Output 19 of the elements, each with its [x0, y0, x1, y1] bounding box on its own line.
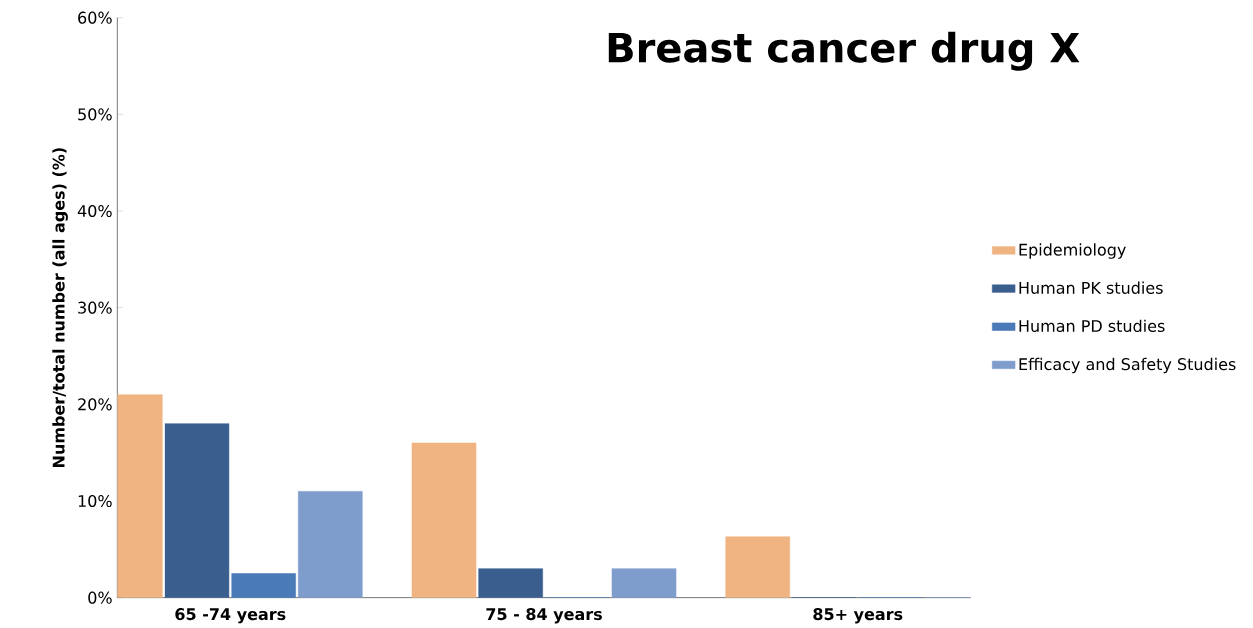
legend-label: Human PK studies [1019, 281, 1163, 294]
legend-label: Epidemiology [1019, 243, 1126, 259]
y-tick-label: 20% [78, 398, 112, 411]
chart-title: Breast cancer drug X [608, 31, 1080, 71]
y-tick-label: 50% [78, 108, 112, 121]
y-tick-label: 0% [88, 591, 112, 604]
y-axis-title: Number/total number (all ages) (%) [52, 148, 68, 468]
bar [411, 442, 477, 598]
y-tick-label: 40% [77, 205, 112, 218]
y-tick-label: 60% [78, 11, 112, 24]
bar [725, 536, 790, 598]
y-tick-label: 30% [78, 301, 112, 314]
legend-label: Efficacy and Safety Studies [1019, 357, 1236, 374]
x-tick-label: 85+ years [813, 608, 903, 624]
y-tick-label: 10% [78, 495, 112, 508]
x-tick-label: 65 -74 years [175, 608, 286, 624]
legend-label: Human PD studies [1019, 319, 1165, 333]
bar [231, 573, 296, 598]
x-tick-label: 75 - 84 years [486, 608, 602, 624]
